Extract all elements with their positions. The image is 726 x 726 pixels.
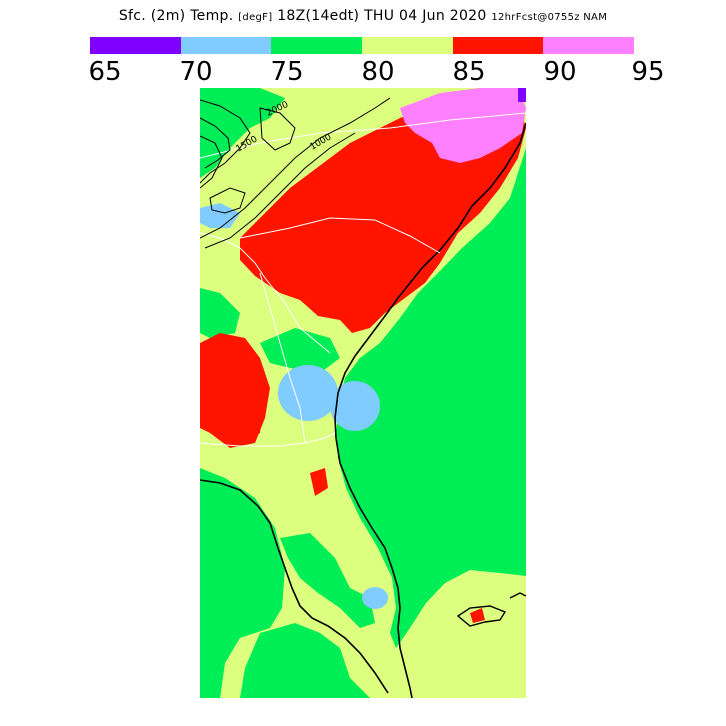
legend-label-80: 80 <box>361 57 395 87</box>
legend-swatch-75-80 <box>271 37 363 54</box>
title-valid-time: 18Z(14edt) THU 04 Jun 2020 <box>277 8 487 24</box>
color-legend <box>90 37 635 54</box>
legend-swatch-65-70 <box>90 37 181 54</box>
inland-band-75-80-b <box>260 328 340 373</box>
title-forecast: 12hrFcst@0755z NAM <box>491 12 608 23</box>
legend-label-90: 90 <box>543 57 577 87</box>
state-borders <box>200 112 526 447</box>
band-85-90-spot-a <box>310 468 328 496</box>
legend-swatch-80-85 <box>362 37 453 54</box>
title-main: Sfc. (2m) Temp. <box>118 8 234 24</box>
coastline <box>334 122 526 698</box>
elevation-contours <box>200 97 391 249</box>
legend-swatch-90-95 <box>543 37 635 54</box>
band-85-90-spot-b <box>470 608 485 623</box>
band-65-70-corner <box>518 88 526 102</box>
ocean-band-75-80 <box>336 148 526 648</box>
florida-band-75-80-west <box>200 468 285 698</box>
legend-labels: 65 70 75 80 85 90 95 <box>0 56 726 88</box>
inland-band-75-80-a <box>200 288 240 338</box>
band-85-90-south <box>220 393 262 443</box>
legend-label-65: 65 <box>88 57 122 87</box>
title-units: [degF] <box>238 12 273 23</box>
legend-label-70: 70 <box>179 57 213 87</box>
bahamas-coast <box>456 592 526 627</box>
band-70-75-north <box>200 203 240 228</box>
gulf-coastline <box>200 479 389 694</box>
gulf-band-75-80 <box>280 533 375 628</box>
temperature-map: 2000 1000 1500 <box>200 88 526 698</box>
florida-band-75-80-south <box>240 623 370 698</box>
band-70-75-center <box>278 365 338 421</box>
legend-label-75: 75 <box>270 57 304 87</box>
band-70-75-coast <box>330 381 380 431</box>
legend-swatch-85-90 <box>452 37 544 54</box>
band-70-75-south <box>362 587 388 609</box>
legend-label-85: 85 <box>452 57 486 87</box>
band-90-95 <box>400 88 526 163</box>
legend-swatch-70-75 <box>180 37 272 54</box>
legend-label-95: 95 <box>631 57 665 87</box>
map-title: Sfc. (2m) Temp. [degF] 18Z(14edt) THU 04… <box>0 8 726 24</box>
